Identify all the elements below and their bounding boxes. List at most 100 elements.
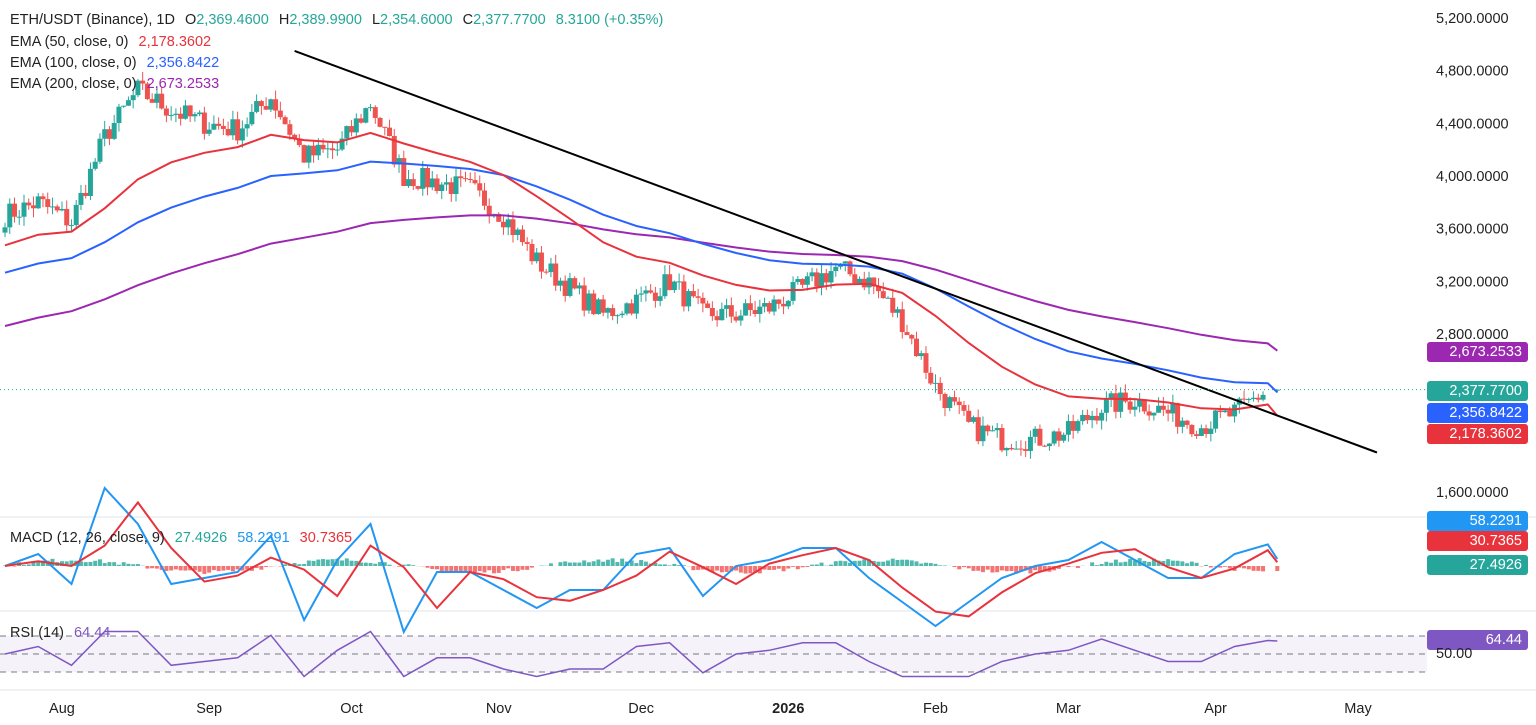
candle-up [192,114,198,117]
macd-histogram-bar [734,566,739,571]
macd-histogram-bar [192,566,197,571]
macd-histogram-bar [482,566,487,573]
time-tick-label: Dec [628,701,654,717]
candle-down [220,125,226,129]
macd-histogram-bar [59,561,64,566]
candle-down [733,316,739,321]
candle-up [762,303,768,307]
macd-histogram-bar [743,566,748,574]
candle-down [54,206,60,211]
macd-histogram-bar [776,566,781,569]
macd-histogram-bar [330,559,335,566]
candle-up [885,297,891,299]
macd-legend[interactable]: MACD (12, 26, close, 9) 27.4926 58.2291 … [10,528,352,548]
macd-histogram-bar [995,566,1000,573]
macd-histogram-bar [107,562,112,566]
ema200-legend[interactable]: EMA (200, close, 0) 2,673.2533 [10,74,219,94]
candle-down [1165,409,1171,414]
candle-up [557,280,563,286]
hist-tag: 27.4926 [1427,555,1528,575]
macd-histogram-bar [1156,560,1161,566]
candle-up [68,225,74,227]
macd-histogram-bar [401,564,406,566]
candle-up [121,105,127,107]
candle-down [349,126,355,133]
candle-down [942,393,948,409]
candle-down [629,303,635,314]
rsi-label: RSI (14) [10,625,64,641]
candle-down [766,303,772,312]
macd-histogram-bar [691,566,696,571]
candle-up [1151,412,1157,416]
candle-down [159,93,165,109]
time-tick-label: Nov [486,701,513,717]
candle-down [1189,424,1195,435]
candle-down [752,310,758,315]
macd-histogram-bar [582,560,587,566]
candle-up [638,293,644,295]
candle-down [1146,411,1152,416]
macd-histogram-bar [344,558,349,566]
candle-up [790,282,796,301]
price-tick-label: 4,800.0000 [1436,64,1509,80]
macd-histogram-bar [325,559,330,566]
macd-histogram-bar [886,560,891,566]
candle-up [918,353,924,357]
candle-down [543,271,549,273]
macd-histogram-bar [957,566,962,570]
ema100-legend[interactable]: EMA (100, close, 0) 2,356.8422 [10,53,219,73]
macd-histogram-bar [1128,559,1133,566]
macd-histogram-bar [529,566,534,568]
macd-histogram-bar [900,559,905,566]
macd-histogram-bar [914,561,919,566]
macd-histogram-bar [662,564,667,566]
candle-down [852,274,858,284]
macd-histogram-bar [786,566,791,569]
candle-up [35,196,41,209]
candle-down [263,106,269,110]
candle-up [633,294,639,314]
candle-down [178,113,184,119]
macd-histogram-bar [919,563,924,566]
macd-histogram-bar [31,561,36,566]
candle-up [244,124,250,129]
ema100-price-tag: 2,356.8422 [1427,403,1528,423]
macd-histogram-bar [895,559,900,566]
rsi-legend[interactable]: RSI (14) 64.44 [10,623,110,643]
candle-down [1217,410,1223,413]
macd-histogram-bar [852,560,857,566]
macd-histogram-bar [848,562,853,566]
macd-histogram-bar [496,566,501,573]
rsi-line [4,630,1278,678]
macd-tag: 58.2291 [1427,511,1528,531]
macd-histogram-bar [1104,561,1109,566]
candle-down [690,291,696,297]
ema50-legend[interactable]: EMA (50, close, 0) 2,178.3602 [10,32,211,52]
signal-line [4,500,1279,618]
candle-down [961,405,967,411]
macd-histogram-bar [710,566,715,572]
macd-histogram-bar [1185,563,1190,566]
macd-histogram-bar [40,560,45,566]
candle-down [1194,434,1200,436]
candle-up [662,274,668,297]
candle-up [595,299,601,315]
close-value: 2,377.7700 [473,12,546,28]
low-label: L [371,12,381,28]
candle-down [287,124,293,135]
candle-down [1184,420,1190,425]
candle-up [125,100,131,106]
macd-histogram-bar [1004,566,1009,572]
candle-down [40,196,46,200]
candle-down [1042,445,1048,447]
macd-histogram-bar [629,560,634,566]
macd-line [4,486,1279,635]
macd-histogram-bar [715,566,720,571]
macd-histogram-bar [1066,566,1071,568]
macd-histogram-bar [378,562,383,566]
candle-up [197,112,203,115]
candle-up [249,111,255,125]
macd-histogram-bar [491,566,496,574]
candle-up [116,106,122,124]
